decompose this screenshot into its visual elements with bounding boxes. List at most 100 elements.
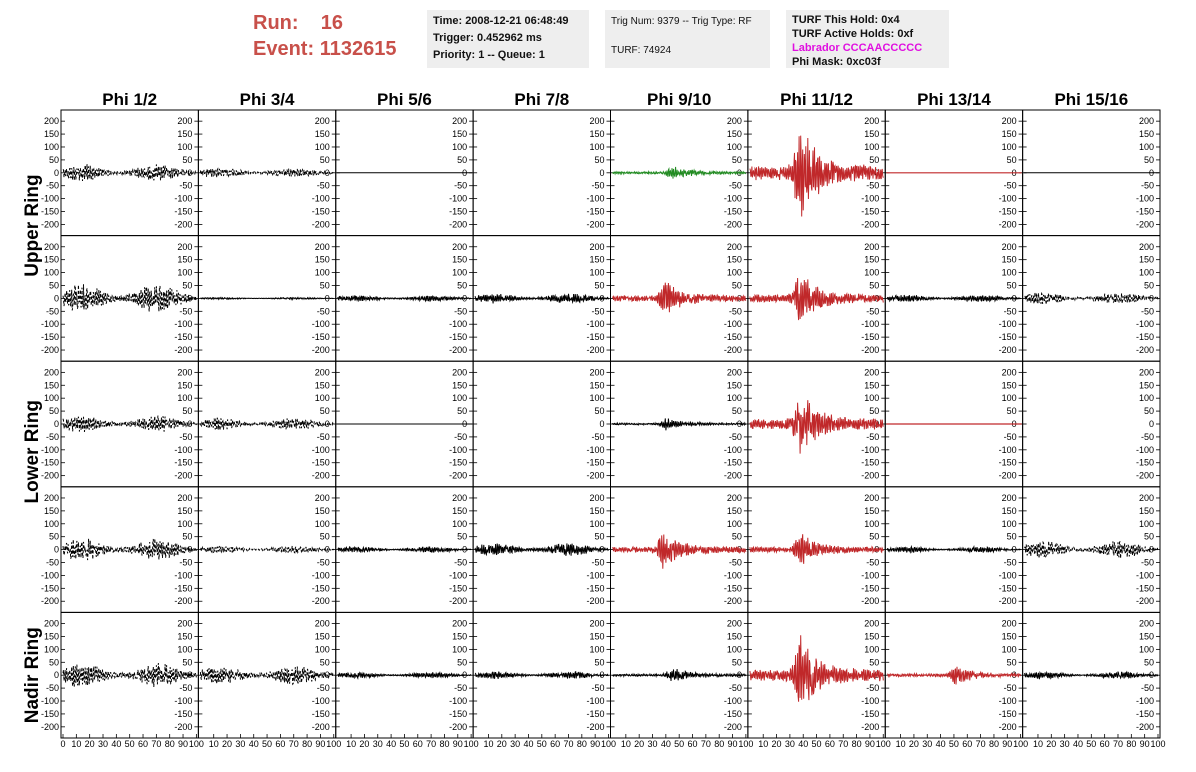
y-tick-label: 150 bbox=[589, 380, 604, 390]
x-tick-label: 10 bbox=[346, 739, 356, 749]
y-tick-label: 50 bbox=[182, 155, 192, 165]
y-tick-label: -50 bbox=[1004, 683, 1017, 693]
y-tick-label: 150 bbox=[452, 129, 467, 139]
x-tick-label: 100 bbox=[601, 739, 616, 749]
run-value: 16 bbox=[320, 12, 344, 34]
y-tick-label: -100 bbox=[724, 319, 742, 329]
x-tick-label: 50 bbox=[1086, 739, 1096, 749]
y-tick-label: 100 bbox=[177, 268, 192, 278]
y-tick-label: -100 bbox=[724, 445, 742, 455]
y-tick-label: 100 bbox=[177, 142, 192, 152]
y-tick-label: 50 bbox=[594, 657, 604, 667]
y-tick-label: -200 bbox=[861, 345, 879, 355]
y-tick-label: -200 bbox=[41, 471, 59, 481]
y-tick-label: 150 bbox=[589, 255, 604, 265]
y-tick-label: 150 bbox=[1139, 129, 1154, 139]
column-header: Phi 1/2 bbox=[102, 90, 157, 109]
y-tick-label: 100 bbox=[315, 393, 330, 403]
waveform-trace bbox=[612, 166, 747, 179]
y-tick-label: 200 bbox=[727, 493, 742, 503]
y-tick-label: 200 bbox=[864, 493, 879, 503]
y-tick-label: 50 bbox=[457, 532, 467, 542]
y-tick-label: 150 bbox=[177, 129, 192, 139]
y-tick-label: -100 bbox=[861, 696, 879, 706]
x-tick-label: 60 bbox=[413, 739, 423, 749]
x-tick-label: 90 bbox=[315, 739, 325, 749]
y-tick-label: 50 bbox=[457, 657, 467, 667]
y-tick-label: 100 bbox=[452, 268, 467, 278]
y-tick-label: -150 bbox=[312, 583, 330, 593]
y-tick-label: 150 bbox=[1139, 255, 1154, 265]
x-tick-label: 50 bbox=[812, 739, 822, 749]
y-tick-label: 100 bbox=[452, 644, 467, 654]
y-tick-label: 200 bbox=[177, 242, 192, 252]
x-tick-label: 70 bbox=[426, 739, 436, 749]
y-tick-label: 50 bbox=[594, 280, 604, 290]
trig-num-text: Trig Num: 9379 -- Trig Type: RF bbox=[611, 16, 752, 27]
y-tick-label: 200 bbox=[727, 619, 742, 629]
y-tick-label: 200 bbox=[1002, 619, 1017, 629]
y-tick-label: -200 bbox=[586, 345, 604, 355]
y-tick-label: 100 bbox=[1002, 644, 1017, 654]
y-tick-label: -50 bbox=[454, 683, 467, 693]
waveform-trace bbox=[612, 669, 747, 682]
y-tick-label: -150 bbox=[999, 458, 1017, 468]
waveform-trace bbox=[886, 544, 1022, 554]
y-tick-label: 150 bbox=[864, 255, 879, 265]
phi-mask-text: Phi Mask: 0xc03f bbox=[792, 56, 881, 68]
x-tick-label: 10 bbox=[483, 739, 493, 749]
y-tick-label: 50 bbox=[457, 155, 467, 165]
x-tick-label: 20 bbox=[1046, 739, 1056, 749]
x-tick-label: 40 bbox=[523, 739, 533, 749]
y-tick-label: 200 bbox=[177, 619, 192, 629]
y-tick-label: 50 bbox=[320, 406, 330, 416]
x-tick-label: 10 bbox=[71, 739, 81, 749]
y-tick-label: -100 bbox=[861, 445, 879, 455]
x-tick-label: 70 bbox=[289, 739, 299, 749]
y-tick-label: -50 bbox=[729, 181, 742, 191]
y-tick-label: -100 bbox=[586, 194, 604, 204]
waveform-trace bbox=[612, 282, 747, 313]
y-tick-label: 50 bbox=[182, 406, 192, 416]
y-tick-label: -150 bbox=[312, 207, 330, 217]
y-tick-label: -200 bbox=[449, 345, 467, 355]
y-tick-label: 100 bbox=[589, 393, 604, 403]
waveform-trace bbox=[474, 543, 609, 557]
y-tick-label: 50 bbox=[1007, 155, 1017, 165]
labrador-text: Labrador CCCAACCCCC bbox=[792, 42, 923, 54]
y-tick-label: -200 bbox=[861, 219, 879, 229]
y-tick-label: 150 bbox=[315, 380, 330, 390]
trigger-text: Trigger: 0.452962 ms bbox=[433, 32, 542, 44]
x-tick-label: 90 bbox=[1002, 739, 1012, 749]
x-tick-label: 30 bbox=[235, 739, 245, 749]
y-tick-label: -100 bbox=[449, 696, 467, 706]
y-tick-label: 50 bbox=[1144, 406, 1154, 416]
event-row: Event: 1132615 bbox=[253, 36, 396, 62]
y-tick-label: 50 bbox=[1144, 155, 1154, 165]
y-tick-label: 200 bbox=[589, 493, 604, 503]
x-tick-label: 40 bbox=[386, 739, 396, 749]
y-tick-label: -200 bbox=[861, 722, 879, 732]
waveform-trace bbox=[62, 284, 197, 312]
y-tick-label: 100 bbox=[315, 644, 330, 654]
x-tick-label: 0 bbox=[60, 739, 65, 749]
y-tick-label: -200 bbox=[449, 471, 467, 481]
y-tick-label: -150 bbox=[724, 458, 742, 468]
x-tick-label: 50 bbox=[125, 739, 135, 749]
run-event-box: Run: 16 Event: 1132615 bbox=[253, 10, 396, 62]
y-tick-label: 50 bbox=[457, 280, 467, 290]
y-tick-label: -50 bbox=[179, 432, 192, 442]
y-tick-label: 150 bbox=[589, 506, 604, 516]
y-tick-label: -50 bbox=[46, 306, 59, 316]
y-tick-label: -50 bbox=[454, 432, 467, 442]
y-tick-label: -100 bbox=[312, 445, 330, 455]
y-tick-label: 150 bbox=[44, 506, 59, 516]
y-tick-label: 50 bbox=[869, 406, 879, 416]
waveform-trace bbox=[62, 663, 197, 688]
y-tick-label: -200 bbox=[999, 471, 1017, 481]
y-tick-label: 200 bbox=[1139, 493, 1154, 503]
y-tick-label: 150 bbox=[727, 631, 742, 641]
y-tick-label: 200 bbox=[1139, 619, 1154, 629]
x-tick-label: 90 bbox=[865, 739, 875, 749]
y-tick-label: 150 bbox=[44, 380, 59, 390]
